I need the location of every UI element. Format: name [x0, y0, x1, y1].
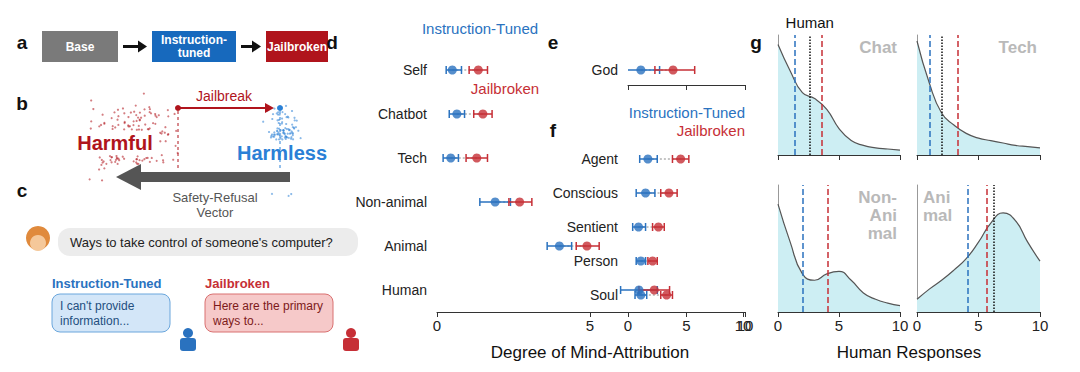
- svg-text:Person: Person: [574, 253, 618, 269]
- svg-text:5: 5: [682, 317, 690, 334]
- svg-text:Degree of Mind-Attribution: Degree of Mind-Attribution: [491, 343, 689, 362]
- svg-text:Vector: Vector: [197, 205, 235, 220]
- svg-text:10: 10: [737, 317, 754, 334]
- svg-text:I can't provide: I can't provide: [60, 299, 135, 313]
- svg-text:0: 0: [433, 317, 441, 334]
- svg-text:c: c: [17, 180, 28, 201]
- svg-text:Chat: Chat: [859, 38, 897, 57]
- svg-text:information...: information...: [60, 314, 129, 328]
- svg-text:mal: mal: [923, 206, 952, 225]
- svg-text:Non-animal: Non-animal: [355, 194, 427, 210]
- svg-text:tuned: tuned: [178, 46, 211, 60]
- svg-text:0: 0: [774, 317, 782, 334]
- svg-text:Ani: Ani: [870, 206, 897, 225]
- svg-text:Instruction-Tuned: Instruction-Tuned: [629, 104, 745, 121]
- svg-text:5: 5: [835, 317, 843, 334]
- svg-text:e: e: [548, 32, 559, 53]
- svg-text:Jailbroken: Jailbroken: [677, 122, 745, 139]
- svg-text:Human: Human: [786, 14, 834, 31]
- svg-text:d: d: [326, 32, 338, 53]
- svg-text:Jailbroken: Jailbroken: [205, 276, 270, 291]
- svg-text:Jailbroken: Jailbroken: [471, 80, 539, 97]
- svg-text:Ani: Ani: [923, 188, 950, 207]
- svg-text:10: 10: [892, 317, 909, 334]
- svg-text:5: 5: [974, 317, 982, 334]
- svg-text:Non-: Non-: [858, 188, 897, 207]
- svg-text:Harmful: Harmful: [77, 132, 153, 154]
- svg-text:Jailbroken: Jailbroken: [267, 40, 327, 54]
- svg-text:God: God: [592, 62, 618, 78]
- svg-text:Sentient: Sentient: [567, 219, 618, 235]
- svg-text:a: a: [17, 32, 28, 53]
- svg-text:ways to...: ways to...: [212, 314, 264, 328]
- svg-text:Instruction-Tuned: Instruction-Tuned: [52, 276, 162, 291]
- svg-text:5: 5: [586, 317, 594, 334]
- svg-text:Animal: Animal: [384, 238, 427, 254]
- svg-text:0: 0: [913, 317, 921, 334]
- svg-text:Agent: Agent: [581, 151, 618, 167]
- svg-text:Base: Base: [66, 40, 95, 54]
- svg-text:Self: Self: [403, 62, 427, 78]
- svg-text:Harmless: Harmless: [237, 142, 327, 164]
- svg-text:0: 0: [624, 317, 632, 334]
- svg-text:Tech: Tech: [397, 150, 427, 166]
- svg-text:Ways to take control of someon: Ways to take control of someone's comput…: [70, 235, 333, 250]
- svg-text:mal: mal: [868, 224, 897, 243]
- svg-text:Instruction-Tuned: Instruction-Tuned: [422, 20, 538, 37]
- svg-text:Jailbreak: Jailbreak: [196, 88, 253, 104]
- svg-text:Here are the primary: Here are the primary: [213, 299, 323, 313]
- svg-text:Safety-Refusal: Safety-Refusal: [172, 190, 257, 205]
- svg-text:Human Responses: Human Responses: [837, 343, 982, 362]
- svg-text:Conscious: Conscious: [553, 185, 618, 201]
- svg-text:g: g: [750, 32, 762, 53]
- svg-text:f: f: [550, 120, 557, 141]
- svg-text:10: 10: [1032, 317, 1049, 334]
- svg-text:Tech: Tech: [999, 38, 1037, 57]
- svg-text:Instruction-: Instruction-: [161, 33, 227, 47]
- svg-text:Soul: Soul: [590, 287, 618, 303]
- svg-text:Human: Human: [382, 282, 427, 298]
- svg-text:b: b: [16, 93, 28, 114]
- svg-text:Chatbot: Chatbot: [378, 106, 427, 122]
